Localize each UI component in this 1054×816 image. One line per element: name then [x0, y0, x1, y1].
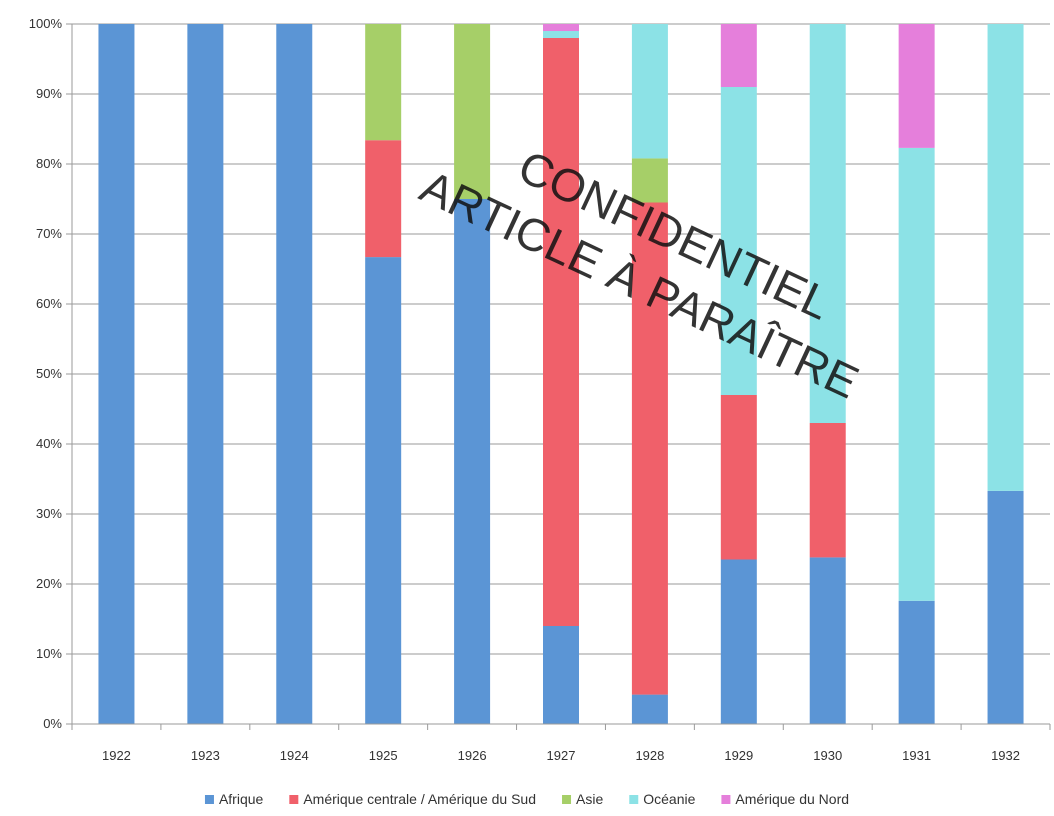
- legend-label: Afrique: [219, 791, 264, 807]
- y-tick-label: 30%: [36, 506, 62, 521]
- bar-segment: [454, 199, 491, 724]
- x-tick-label: 1930: [813, 748, 842, 763]
- legend-label: Amérique centrale / Amérique du Sud: [303, 791, 536, 807]
- bar-segment: [454, 24, 491, 199]
- bar-segment: [543, 626, 579, 724]
- legend-label: Océanie: [643, 791, 695, 807]
- x-tick-label: 1927: [547, 748, 576, 763]
- x-tick-label: 1925: [369, 748, 398, 763]
- x-tick-label: 1928: [635, 748, 664, 763]
- bar-segment: [720, 395, 757, 560]
- bar-segment: [987, 24, 1024, 491]
- x-tick-label: 1926: [458, 748, 487, 763]
- bar-segment: [631, 158, 668, 203]
- bar-segment: [898, 24, 935, 148]
- bar-segment: [720, 559, 757, 724]
- legend-swatch: [562, 795, 572, 804]
- bar-segment: [365, 24, 402, 141]
- y-tick-label: 0%: [43, 716, 62, 731]
- x-tick-label: 1923: [191, 748, 220, 763]
- legend-swatch: [629, 795, 639, 804]
- y-tick-label: 60%: [36, 296, 62, 311]
- bar-segment: [187, 24, 224, 724]
- bar-segment: [809, 423, 846, 558]
- legend: Afrique Amérique centrale / Amérique du S…: [204, 791, 849, 807]
- bar-segment: [543, 24, 579, 31]
- y-tick-label: 100%: [29, 16, 63, 31]
- bar-segment: [543, 31, 579, 38]
- bar-segment: [720, 24, 757, 87]
- bar-segment: [898, 600, 935, 724]
- bar-segment: [365, 140, 402, 258]
- bars: [98, 24, 1024, 724]
- bar-segment: [987, 490, 1024, 724]
- bar-segment: [631, 694, 668, 724]
- bar-segment: [543, 38, 579, 626]
- y-tick-label: 90%: [36, 86, 62, 101]
- legend-label: Asie: [576, 791, 603, 807]
- x-tick-label: 1929: [724, 748, 753, 763]
- bar-segment: [720, 87, 757, 395]
- x-axis: 1922 1923 1924 1925 1926 1927 1928 1929 1930 1931…: [71, 723, 1051, 763]
- legend-swatch: [289, 795, 299, 804]
- y-axis: 0% 10% 20% 30% 40% 50% 60% 70% 80% 90% 100%: [29, 16, 73, 731]
- y-tick-label: 40%: [36, 436, 62, 451]
- bar-segment: [809, 24, 846, 423]
- bar-segment: [631, 202, 668, 695]
- y-tick-label: 20%: [36, 576, 62, 591]
- legend-swatch: [721, 795, 731, 804]
- x-tick-label: 1922: [102, 748, 131, 763]
- bar-segment: [98, 24, 135, 724]
- bar-segment: [631, 24, 668, 159]
- y-tick-label: 50%: [36, 366, 62, 381]
- bar-segment: [365, 257, 402, 724]
- legend-swatch: [204, 795, 214, 804]
- y-tick-label: 70%: [36, 226, 62, 241]
- y-tick-label: 10%: [36, 646, 62, 661]
- legend-label: Amérique du Nord: [735, 791, 849, 807]
- x-tick-label: 1931: [902, 748, 931, 763]
- bar-segment: [809, 557, 846, 724]
- x-tick-label: 1924: [280, 748, 309, 763]
- y-tick-label: 80%: [36, 156, 62, 171]
- bar-segment: [898, 147, 935, 601]
- x-tick-label: 1932: [991, 748, 1020, 763]
- bar-segment: [276, 24, 313, 724]
